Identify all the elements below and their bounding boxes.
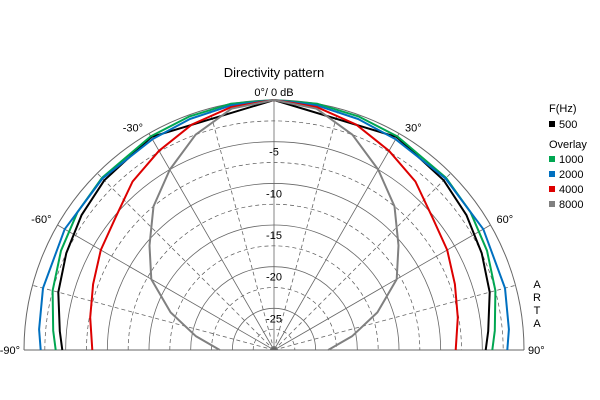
radial-tick-label: -15 [266,230,282,242]
side-text-char: A [533,318,541,330]
angle-tick-label: 60° [497,214,514,226]
side-text-char: R [533,292,541,304]
legend-swatch [549,156,555,162]
side-text-char: T [534,305,541,317]
legend-item-label: 500 [559,119,577,131]
legend-swatch [549,186,555,192]
grid-spoke [148,133,275,351]
grid-spoke [273,108,340,351]
legend-swatch [549,171,555,177]
legend: F(Hz) 500 Overlay 1000 2000 4000 8000 [549,103,587,211]
radial-tick-label: -10 [266,188,282,200]
side-text-char: A [533,279,541,291]
axis-labels: 0°/ 0 dB -5 -10 -15 -20 -25 -90° -60° -30° 30° 60°… [0,87,545,357]
center-label: 0°/ 0 dB [254,87,293,99]
angle-tick-label: 90° [528,345,545,357]
legend-header: F(Hz) [549,103,577,115]
legend-item-label: 2000 [559,169,583,181]
series-group [38,99,510,351]
radial-tick-label: -5 [269,147,279,159]
angle-tick-label: 30° [405,122,422,134]
angle-tick-label: -90° [0,345,20,357]
series-8000-line [148,99,400,351]
radial-tick-label: -25 [266,313,282,325]
legend-item-label: 8000 [559,199,583,211]
radial-tick-label: -20 [266,272,282,284]
legend-swatch [549,201,555,207]
grid-spoke [57,224,275,351]
legend-item-label: 1000 [559,154,583,166]
chart-title: Directivity pattern [224,65,324,80]
angle-tick-label: -60° [31,214,51,226]
minor-grid-ring [252,328,296,351]
legend-overlay-header: Overlay [549,139,587,151]
minor-grid-ring [127,203,421,351]
legend-item-label: 4000 [559,184,583,196]
grid-spoke [273,133,400,351]
legend-swatch [549,121,555,127]
angle-tick-label: -30° [123,122,143,134]
grid-spoke [273,224,491,351]
